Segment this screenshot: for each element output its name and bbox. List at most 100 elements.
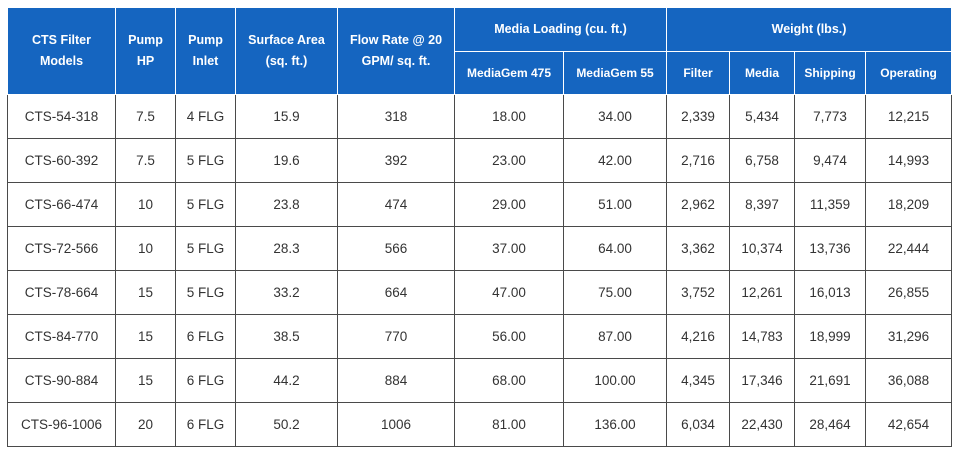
table-row: CTS-72-566 10 5 FLG 28.3 566 37.00 64.00 3,362 1… (7, 226, 953, 271)
cell-flow-rate: 1006 (337, 402, 455, 447)
cell-weight-operating: 18,209 (865, 182, 953, 227)
table-body: CTS-54-318 7.5 4 FLG 15.9 318 18.00 34.00 2,339… (7, 94, 953, 447)
cell-weight-operating: 14,993 (865, 138, 953, 183)
cell-flow-rate: 884 (337, 358, 455, 403)
cell-weight-media: 17,346 (729, 358, 796, 403)
cell-model: CTS-84-770 (7, 314, 116, 359)
cell-surface-area: 50.2 (235, 402, 338, 447)
cell-model: CTS-78-664 (7, 270, 116, 315)
cell-mediagem-475: 29.00 (454, 182, 564, 227)
cell-pump-inlet: 5 FLG (175, 226, 236, 271)
cell-surface-area: 38.5 (235, 314, 338, 359)
cell-weight-shipping: 7,773 (794, 94, 867, 139)
cell-surface-area: 33.2 (235, 270, 338, 315)
cell-weight-operating: 26,855 (865, 270, 953, 315)
table-container: CTS Filter Models Pump HP Pump Inlet Sur… (7, 7, 953, 447)
header-shipping: Shipping (794, 51, 867, 95)
cell-surface-area: 19.6 (235, 138, 338, 183)
table-row: CTS-90-884 15 6 FLG 44.2 884 68.00 100.00 4,345… (7, 358, 953, 403)
cell-surface-area: 28.3 (235, 226, 338, 271)
header-weight: Weight (lbs.) (666, 7, 953, 52)
cell-pump-inlet: 5 FLG (175, 182, 236, 227)
header-mediagem-55: MediaGem 55 (562, 51, 668, 95)
cell-mediagem-475: 81.00 (454, 402, 564, 447)
cell-weight-media: 8,397 (729, 182, 796, 227)
cell-model: CTS-72-566 (7, 226, 116, 271)
cell-mediagem-55: 64.00 (562, 226, 668, 271)
cell-mediagem-55: 75.00 (562, 270, 668, 315)
cell-weight-shipping: 21,691 (794, 358, 867, 403)
header-operating: Operating (865, 51, 953, 95)
cell-mediagem-475: 18.00 (454, 94, 564, 139)
cell-pump-hp: 15 (115, 270, 176, 315)
cell-weight-media: 22,430 (729, 402, 796, 447)
cell-pump-inlet: 4 FLG (175, 94, 236, 139)
header-pump-hp: Pump HP (115, 7, 176, 95)
cell-weight-operating: 12,215 (865, 94, 953, 139)
cell-flow-rate: 392 (337, 138, 455, 183)
cell-pump-inlet: 5 FLG (175, 270, 236, 315)
cell-weight-shipping: 11,359 (794, 182, 867, 227)
cell-mediagem-55: 100.00 (562, 358, 668, 403)
table-row: CTS-84-770 15 6 FLG 38.5 770 56.00 87.00 4,216 1… (7, 314, 953, 359)
cell-model: CTS-66-474 (7, 182, 116, 227)
header-filter: Filter (666, 51, 731, 95)
cell-flow-rate: 566 (337, 226, 455, 271)
header-media-loading: Media Loading (cu. ft.) (453, 7, 668, 52)
header-surface-area: Surface Area (sq. ft.) (235, 7, 338, 95)
cell-weight-filter: 6,034 (666, 402, 731, 447)
cell-pump-hp: 7.5 (115, 94, 176, 139)
cell-model: CTS-96-1006 (7, 402, 116, 447)
cell-mediagem-55: 34.00 (562, 94, 668, 139)
header-media: Media (729, 51, 796, 95)
cell-mediagem-475: 68.00 (454, 358, 564, 403)
cell-flow-rate: 318 (337, 94, 455, 139)
cell-pump-inlet: 5 FLG (175, 138, 236, 183)
header-model: CTS Filter Models (7, 7, 116, 95)
cell-pump-hp: 15 (115, 358, 176, 403)
header-row-top: CTS Filter Models Pump HP Pump Inlet Sur… (7, 7, 953, 95)
cell-flow-rate: 770 (337, 314, 455, 359)
cell-model: CTS-60-392 (7, 138, 116, 183)
cell-mediagem-475: 23.00 (454, 138, 564, 183)
table-row: CTS-66-474 10 5 FLG 23.8 474 29.00 51.00 2,962 8… (7, 182, 953, 227)
cell-weight-operating: 31,296 (865, 314, 953, 359)
cell-weight-filter: 3,752 (666, 270, 731, 315)
cell-weight-filter: 2,716 (666, 138, 731, 183)
cell-pump-hp: 10 (115, 226, 176, 271)
cell-pump-hp: 20 (115, 402, 176, 447)
cell-pump-hp: 15 (115, 314, 176, 359)
cell-weight-filter: 4,216 (666, 314, 731, 359)
cell-weight-shipping: 28,464 (794, 402, 867, 447)
cell-pump-hp: 7.5 (115, 138, 176, 183)
cell-pump-inlet: 6 FLG (175, 402, 236, 447)
cell-mediagem-55: 136.00 (562, 402, 668, 447)
cell-model: CTS-54-318 (7, 94, 116, 139)
cell-pump-inlet: 6 FLG (175, 314, 236, 359)
cell-mediagem-475: 37.00 (454, 226, 564, 271)
cell-weight-shipping: 13,736 (794, 226, 867, 271)
cell-mediagem-55: 42.00 (562, 138, 668, 183)
cell-weight-filter: 4,345 (666, 358, 731, 403)
cell-weight-filter: 2,962 (666, 182, 731, 227)
cell-weight-media: 6,758 (729, 138, 796, 183)
cell-weight-media: 14,783 (729, 314, 796, 359)
cell-pump-inlet: 6 FLG (175, 358, 236, 403)
cell-weight-filter: 3,362 (666, 226, 731, 271)
cell-mediagem-55: 87.00 (562, 314, 668, 359)
cell-surface-area: 44.2 (235, 358, 338, 403)
cell-mediagem-475: 56.00 (454, 314, 564, 359)
cts-filter-specs-table: CTS Filter Models Pump HP Pump Inlet Sur… (7, 7, 953, 447)
cell-weight-shipping: 9,474 (794, 138, 867, 183)
cell-weight-media: 12,261 (729, 270, 796, 315)
cell-weight-filter: 2,339 (666, 94, 731, 139)
cell-weight-operating: 22,444 (865, 226, 953, 271)
table-row: CTS-96-1006 20 6 FLG 50.2 1006 81.00 136.00 6,0… (7, 402, 953, 447)
cell-surface-area: 15.9 (235, 94, 338, 139)
cell-surface-area: 23.8 (235, 182, 338, 227)
table-row: CTS-60-392 7.5 5 FLG 19.6 392 23.00 42.00 2,716… (7, 138, 953, 183)
header-mediagem-475: MediaGem 475 (454, 51, 564, 95)
header-row-sub: MediaGem 475 MediaGem 55 Filter Media Sh… (8, 51, 953, 95)
table-header: CTS Filter Models Pump HP Pump Inlet Sur… (7, 7, 953, 95)
header-flow-rate: Flow Rate @ 20 GPM/ sq. ft. (337, 7, 455, 95)
